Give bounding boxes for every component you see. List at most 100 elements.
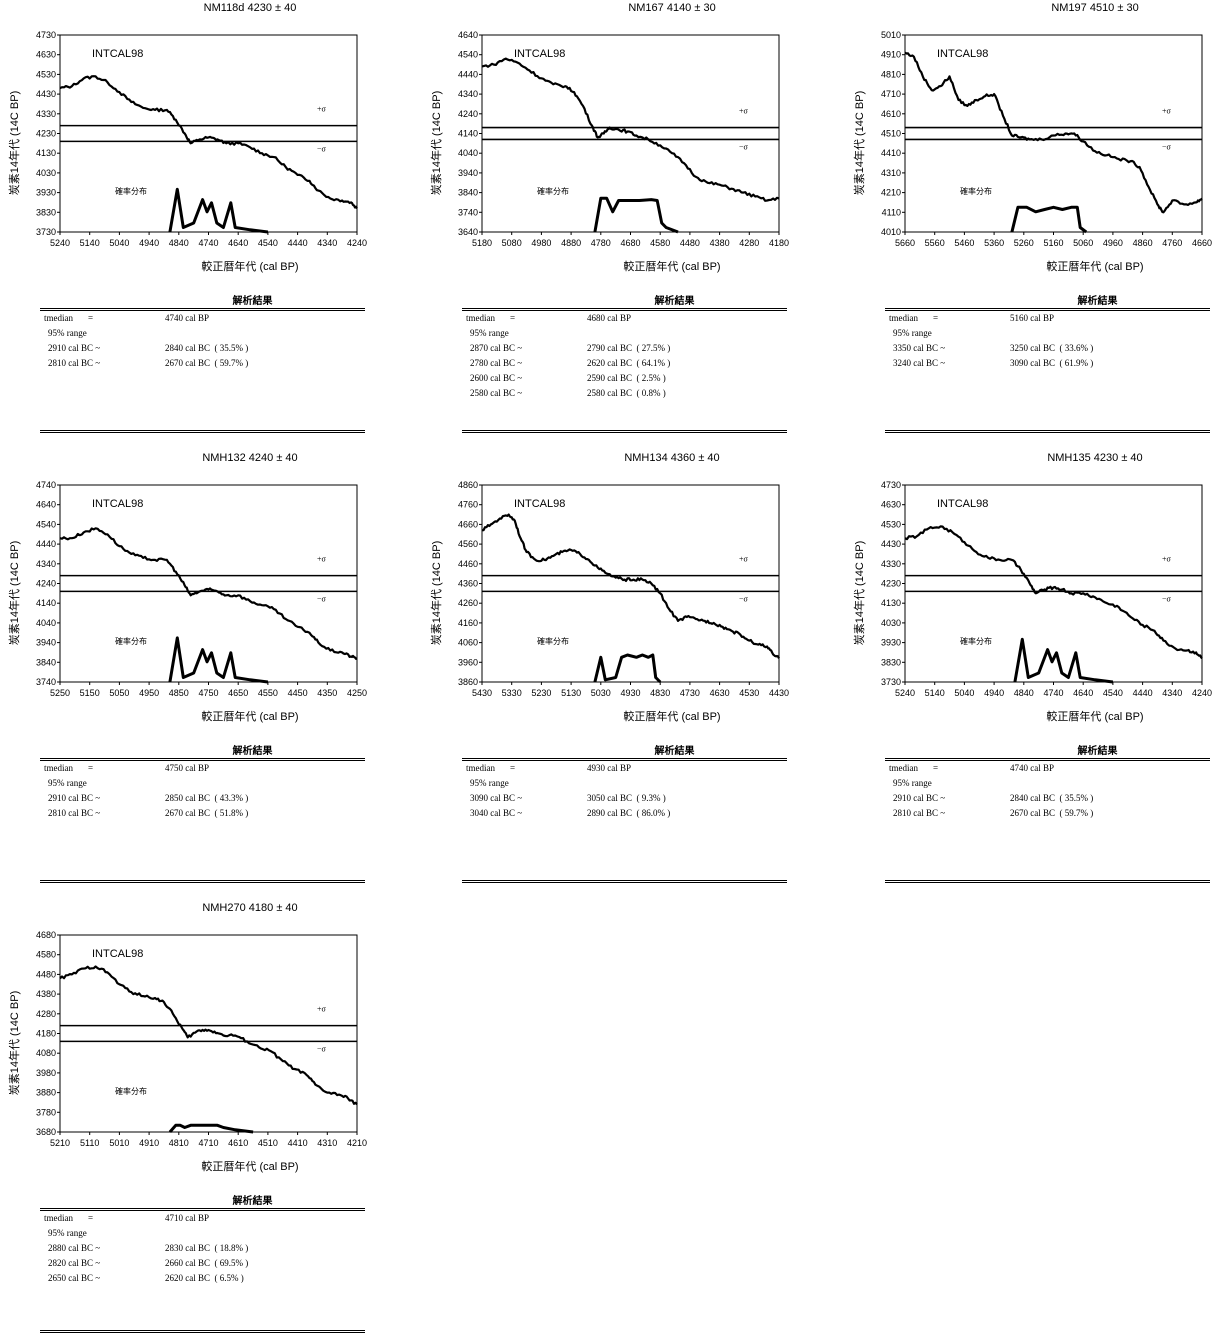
results-rule: [40, 758, 365, 761]
range-start: 2880 cal BC ~: [48, 1243, 101, 1253]
y-tick-label: 4910: [881, 50, 901, 60]
chart-title: NMH270 4180 ± 40: [202, 902, 298, 914]
y-tick-label: 3780: [36, 1107, 56, 1117]
range-start: 2650 cal BC ~: [48, 1273, 101, 1283]
x-tick-label: 4540: [258, 238, 278, 248]
range-end: 2620 cal BC ( 64.1% ): [587, 358, 671, 368]
results-table: 解析結果 tmedian = 4740 cal BP 95% range 2910 cal…: [40, 292, 365, 371]
x-tick-label: 5150: [80, 688, 100, 698]
range-row: 2810 cal BC ~ 2670 cal BC ( 59.7% ): [40, 356, 365, 371]
x-tick-label: 5360: [984, 238, 1004, 248]
x-tick-label: 4540: [1103, 688, 1123, 698]
range-header: 95% range: [885, 326, 1210, 341]
plus-sigma-label: +σ: [739, 555, 749, 564]
x-tick-label: 5040: [954, 688, 974, 698]
range-label: 95% range: [48, 328, 87, 338]
calibration-curve: [904, 525, 1203, 660]
y-tick-label: 4330: [36, 109, 56, 119]
range-start: 2580 cal BC ~: [470, 388, 523, 398]
y-tick-label: 4280: [36, 1009, 56, 1019]
x-tick-label: 4680: [620, 238, 640, 248]
y-tick-label: 4710: [881, 89, 901, 99]
y-tick-label: 4040: [458, 148, 478, 158]
x-axis-label: 較正暦年代 (cal BP): [201, 261, 299, 273]
range-row: 3040 cal BC ~ 2890 cal BC ( 86.0% ): [462, 806, 787, 821]
bottom-rule: [40, 430, 365, 433]
range-end: 3250 cal BC ( 33.6% ): [1010, 343, 1094, 353]
chart-svg: 5240 5140 5040 4940 4840 4740 4640 4540 4440 4340…: [36, 30, 367, 248]
y-tick-label: 4330: [881, 559, 901, 569]
y-tick-label: 4480: [36, 969, 56, 979]
range-end: 3090 cal BC ( 61.9% ): [1010, 358, 1094, 368]
median-value: 4680 cal BP: [587, 313, 631, 323]
x-tick-label: 4840: [169, 238, 189, 248]
range-header: 95% range: [462, 326, 787, 341]
x-tick-label: 5250: [50, 688, 70, 698]
y-tick-label: 3930: [881, 638, 901, 648]
y-tick-label: 4640: [458, 30, 478, 40]
range-start: 2870 cal BC ~: [470, 343, 523, 353]
range-row: 2910 cal BC ~ 2850 cal BC ( 43.3% ): [40, 791, 365, 806]
range-start: 2810 cal BC ~: [48, 358, 101, 368]
x-tick-label: 4840: [1014, 688, 1034, 698]
median-equals: =: [933, 763, 939, 773]
y-tick-label: 4760: [458, 500, 478, 510]
bottom-rule: [40, 880, 365, 883]
y-tick-label: 4810: [881, 69, 901, 79]
plus-sigma-label: +σ: [1162, 555, 1172, 564]
x-tick-label: 5240: [895, 688, 915, 698]
results-title: 解析結果: [232, 746, 273, 757]
x-tick-label: 4580: [650, 238, 670, 248]
results-rule: [40, 1208, 365, 1211]
median-value: 4740 cal BP: [1010, 763, 1054, 773]
y-tick-label: 4040: [36, 618, 56, 628]
x-tick-label: 4240: [347, 238, 367, 248]
x-tick-label: 4740: [1043, 688, 1063, 698]
curve-label: INTCAL98: [937, 48, 988, 60]
chart-title: NMH132 4240 ± 40: [202, 452, 298, 464]
y-tick-label: 4440: [458, 69, 478, 79]
probability-distribution: [1013, 637, 1114, 684]
x-tick-label: 5460: [954, 238, 974, 248]
range-start: 2810 cal BC ~: [893, 808, 946, 818]
y-tick-label: 4430: [36, 89, 56, 99]
x-tick-label: 4850: [169, 688, 189, 698]
range-start: 2810 cal BC ~: [48, 808, 101, 818]
y-tick-label: 4860: [458, 480, 478, 490]
y-tick-label: 4730: [881, 480, 901, 490]
y-tick-label: 4730: [36, 30, 56, 40]
curve-label: INTCAL98: [92, 48, 143, 60]
plot-frame: [59, 484, 358, 683]
calibration-curve: [59, 527, 358, 660]
range-end: 2840 cal BC ( 35.5% ): [165, 343, 249, 353]
y-tick-label: 4210: [881, 188, 901, 198]
x-tick-label: 4830: [650, 688, 670, 698]
y-tick-label: 3860: [458, 677, 478, 687]
median-label: tmedian: [889, 763, 918, 773]
x-tick-label: 4530: [739, 688, 759, 698]
y-tick-label: 4440: [36, 539, 56, 549]
range-row: 2870 cal BC ~ 2790 cal BC ( 27.5% ): [462, 341, 787, 356]
median-label: tmedian: [466, 313, 495, 323]
x-tick-label: 4950: [139, 688, 159, 698]
x-tick-label: 4380: [710, 238, 730, 248]
plus-sigma-label: +σ: [317, 555, 327, 564]
range-end: 3050 cal BC ( 9.3% ): [587, 793, 666, 803]
curve-label: INTCAL98: [92, 498, 143, 510]
y-tick-label: 4060: [458, 638, 478, 648]
y-tick-label: 3680: [36, 1127, 56, 1137]
range-label: 95% range: [48, 1228, 87, 1238]
y-tick-label: 3930: [36, 188, 56, 198]
x-tick-label: 4340: [1162, 688, 1182, 698]
range-end: 2890 cal BC ( 86.0% ): [587, 808, 671, 818]
x-tick-label: 4630: [710, 688, 730, 698]
chart-panel: NMH132 4240 ± 40 較正暦年代 (cal BP) 炭素14年代 (14…: [0, 450, 380, 890]
plot-frame: [904, 484, 1203, 683]
x-tick-label: 5010: [109, 1138, 129, 1148]
x-tick-label: 4350: [317, 688, 337, 698]
results-title: 解析結果: [1077, 296, 1118, 307]
probability-distribution: [1010, 205, 1088, 234]
y-tick-label: 4640: [36, 500, 56, 510]
x-tick-label: 4610: [228, 1138, 248, 1148]
x-tick-label: 4240: [1192, 688, 1212, 698]
